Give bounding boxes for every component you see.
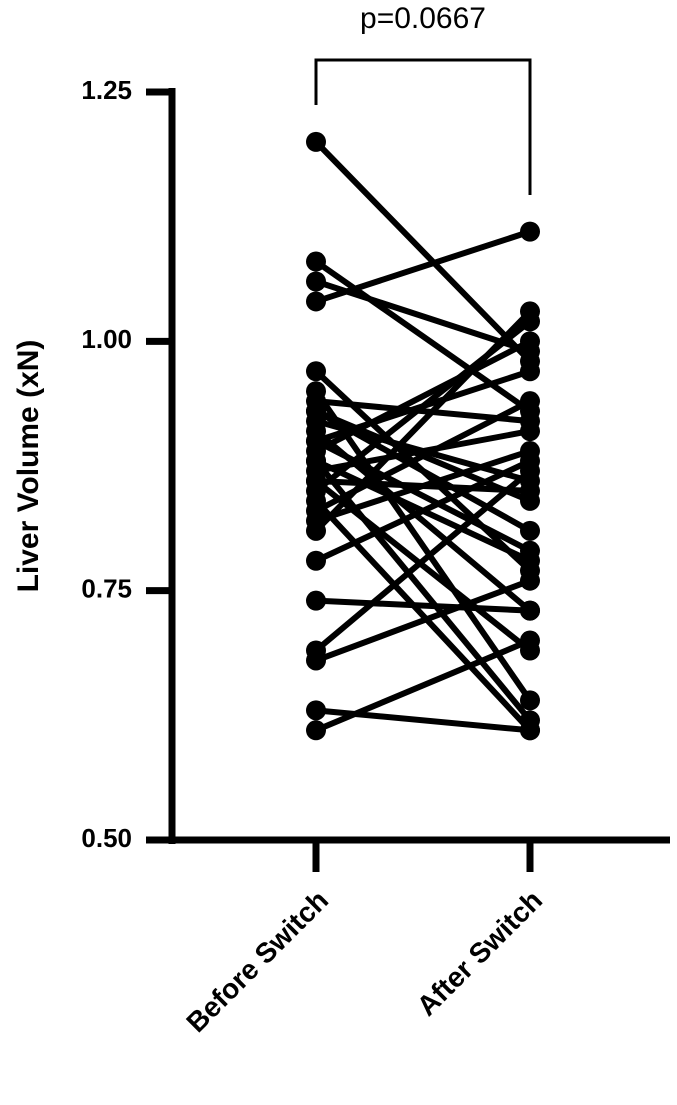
point bbox=[520, 570, 540, 591]
pair-line bbox=[314, 458, 532, 564]
point bbox=[306, 401, 326, 422]
pair-line bbox=[313, 498, 533, 733]
point bbox=[520, 600, 540, 621]
pair-line bbox=[314, 408, 532, 504]
point bbox=[306, 291, 326, 312]
pair-line bbox=[314, 478, 532, 653]
pair-line bbox=[315, 707, 531, 734]
y-tick-label: 1.00 bbox=[81, 324, 132, 354]
pair-line bbox=[314, 637, 532, 734]
pair-line bbox=[314, 468, 532, 653]
point bbox=[306, 361, 326, 382]
annotation: p=0.0667 bbox=[360, 2, 486, 35]
point bbox=[306, 251, 326, 272]
pair-line bbox=[314, 577, 532, 664]
y-tick-label: 0.50 bbox=[81, 823, 132, 853]
point bbox=[306, 470, 326, 491]
pair-line bbox=[313, 459, 533, 723]
point bbox=[306, 720, 326, 741]
point bbox=[520, 361, 540, 382]
point bbox=[306, 131, 326, 152]
point bbox=[520, 640, 540, 661]
point bbox=[306, 590, 326, 611]
y-tick-label: 0.75 bbox=[81, 574, 132, 604]
pair-line bbox=[315, 228, 531, 305]
point bbox=[520, 690, 540, 711]
pair-line bbox=[313, 309, 533, 533]
significance-bracket bbox=[314, 58, 532, 195]
pair-line bbox=[314, 259, 532, 414]
y-tick-label: 1.25 bbox=[81, 75, 132, 105]
point bbox=[520, 540, 540, 561]
point bbox=[520, 520, 540, 541]
point bbox=[306, 520, 326, 541]
y-axis-label: Liver Volume (xN) bbox=[12, 340, 45, 593]
pair-line bbox=[314, 338, 532, 454]
pair-line bbox=[313, 389, 533, 703]
point bbox=[306, 550, 326, 571]
point bbox=[520, 421, 540, 442]
point bbox=[520, 710, 540, 731]
point bbox=[520, 460, 540, 481]
point bbox=[306, 271, 326, 292]
point bbox=[306, 431, 326, 452]
point bbox=[520, 490, 540, 511]
point bbox=[306, 650, 326, 671]
point bbox=[520, 221, 540, 242]
x-tick-label: After Switch bbox=[411, 884, 548, 1021]
pair-line bbox=[313, 139, 533, 364]
point bbox=[306, 451, 326, 472]
point bbox=[520, 391, 540, 412]
pair-line bbox=[314, 438, 532, 554]
x-tick-label: Before Switch bbox=[180, 884, 334, 1038]
point bbox=[520, 331, 540, 352]
pair-line bbox=[315, 597, 531, 614]
pair-line bbox=[315, 278, 531, 355]
point bbox=[306, 700, 326, 721]
point bbox=[520, 301, 540, 322]
